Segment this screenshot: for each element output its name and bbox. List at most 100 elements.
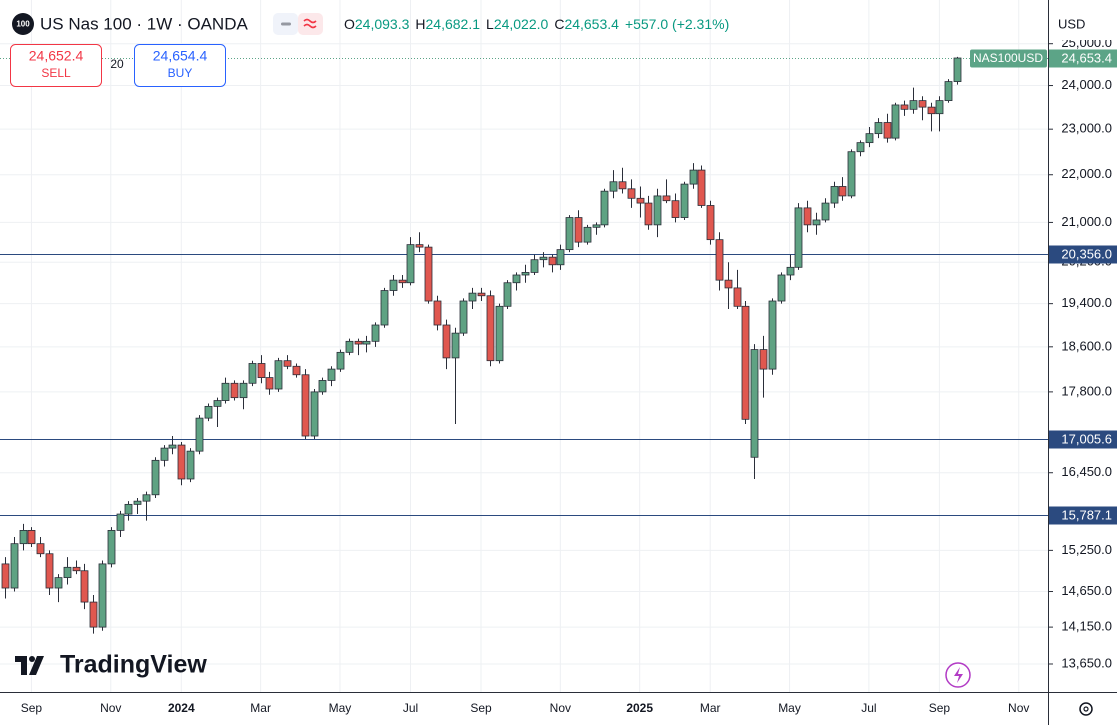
brand-logo: TradingView [15, 651, 207, 679]
y-tick-label: 14,650.0 [1061, 583, 1112, 598]
logo-shape [29, 656, 35, 662]
candle-body [539, 256, 548, 261]
x-tick-label: Jul [403, 701, 418, 715]
level-tag-label: 17,005.6 [1061, 431, 1112, 446]
candle-body [495, 305, 504, 362]
candle-body [741, 305, 750, 420]
candle-body [442, 324, 451, 359]
settings-icon[interactable] [1079, 702, 1093, 716]
candle-body [600, 190, 609, 226]
candle-body [680, 183, 689, 218]
candle-body [10, 543, 19, 589]
time-axis-bg [0, 693, 1049, 725]
pill-icon [281, 22, 291, 26]
x-tick-label: 2024 [168, 701, 195, 715]
candle-body [592, 224, 601, 228]
candle-body [301, 374, 310, 437]
candle-body [830, 186, 839, 204]
candle-body [1, 563, 10, 589]
candle-body [891, 104, 900, 139]
candle-body [847, 151, 856, 197]
candle-body [786, 266, 795, 276]
axis-labels: 25,000.024,000.023,000.022,000.021,000.0… [21, 35, 1112, 715]
candle-body [124, 503, 133, 515]
candle-body [900, 104, 909, 110]
x-tick-label: Mar [250, 701, 271, 715]
chart-title[interactable]: US Nas 100 · 1W · OANDA [40, 14, 248, 33]
candle-body [19, 530, 28, 545]
x-tick-label: Sep [470, 701, 492, 715]
candle-body [63, 566, 72, 579]
candle-body [883, 122, 892, 139]
candle-body [239, 382, 248, 399]
candle-body [636, 197, 645, 204]
candle-body [583, 226, 592, 243]
candle-body [644, 202, 653, 226]
x-tick-label: Jul [861, 701, 876, 715]
candle-body [107, 530, 116, 565]
level-tag-label: 15,787.1 [1061, 507, 1112, 522]
x-tick-label: Nov [1008, 701, 1029, 715]
candle-body [248, 363, 257, 384]
brand-name: TradingView [60, 651, 207, 679]
y-tick-label: 21,000.0 [1061, 214, 1112, 229]
candle-body [768, 300, 777, 370]
readout-key: O [344, 16, 355, 32]
sell-button[interactable] [10, 44, 102, 87]
candle-body [116, 513, 125, 531]
pill-button[interactable] [298, 13, 323, 35]
candle-body [565, 217, 574, 251]
candle-body [689, 169, 698, 185]
candle-body [759, 349, 768, 370]
readout-value: 24,653.4 [564, 16, 619, 32]
candle-body [160, 447, 169, 461]
candle-body [36, 543, 45, 555]
readout-value: 24,682.1 [426, 16, 481, 32]
buy-button[interactable] [134, 44, 226, 87]
buy-label: BUY [168, 66, 193, 80]
candle-body [715, 239, 724, 281]
x-tick-label: Nov [550, 701, 571, 715]
candle-body [151, 459, 160, 496]
candle-body [486, 295, 495, 362]
y-tick-label: 15,250.0 [1061, 542, 1112, 557]
badge-text: 100 [16, 20, 30, 29]
candle-body [821, 202, 830, 221]
settings-icon-core [1083, 706, 1089, 712]
candle-body [327, 368, 336, 381]
currency[interactable]: USD [1058, 16, 1085, 31]
candle-body [354, 340, 363, 345]
candle-body [221, 382, 230, 401]
readout-key: L [486, 16, 494, 32]
candle-body [318, 380, 327, 393]
sell-label: SELL [41, 66, 71, 80]
candle-body [433, 300, 442, 326]
x-tick-label: May [329, 701, 352, 715]
readout-key: H [415, 16, 425, 32]
price-tag [1049, 49, 1117, 68]
candle-body [777, 274, 786, 302]
currency-box[interactable] [1055, 10, 1111, 40]
y-tick-label: 24,000.0 [1061, 77, 1112, 92]
candle-body [415, 244, 424, 248]
candle-body [362, 340, 371, 345]
ohlc-readout: O24,093.3 H24,682.1 L24,022.0 C24,653.4 +557… [344, 16, 729, 32]
candles [1, 56, 962, 634]
y-tick-label: 14,150.0 [1061, 619, 1112, 634]
candle-body [671, 200, 680, 218]
candle-body [459, 300, 468, 334]
candle-body [838, 186, 847, 197]
candle-body [724, 279, 733, 289]
candle-body [935, 100, 944, 115]
y-tick-label: 18,600.0 [1061, 338, 1112, 353]
x-tick-label: Nov [100, 701, 121, 715]
readout-value: 24,093.3 [355, 16, 410, 32]
candle-body [530, 259, 539, 273]
candle-body [927, 106, 936, 115]
candle-body [257, 363, 266, 378]
candle-body [874, 122, 883, 135]
candle-body [195, 417, 204, 452]
candle-body [336, 351, 345, 370]
x-tick-label: May [778, 701, 801, 715]
